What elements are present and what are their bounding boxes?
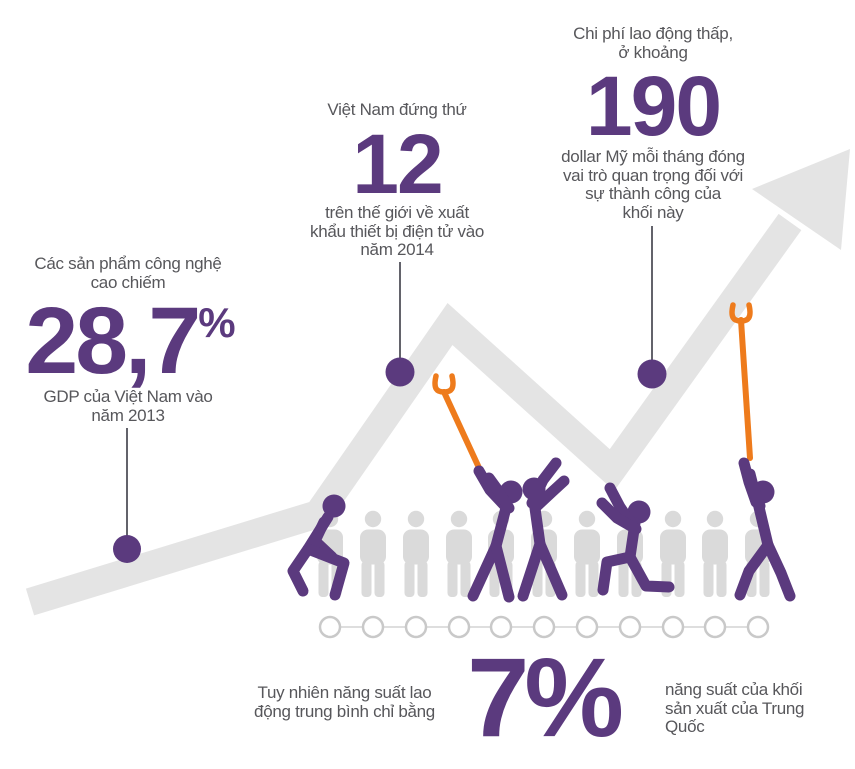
rope-hook-left xyxy=(432,373,483,473)
tech-gdp-caption: GDP của Việt Nam vào năm 2013 xyxy=(43,387,213,425)
worker-figure-crouching xyxy=(287,494,350,601)
marker-export-rank xyxy=(385,262,415,387)
worker-figure-pulling-right xyxy=(517,457,570,602)
labor-cost-caption: dollar Mỹ mỗi tháng đóng vai trò quan tr… xyxy=(561,147,745,222)
export-rank-caption: trên thế giới về xuất khẩu thiết bị điện… xyxy=(310,203,484,259)
tech-gdp-value: 28,7% xyxy=(5,294,255,389)
productivity-caption: năng suất của khối sản xuất của Trung Qu… xyxy=(665,680,805,736)
tech-gdp-percent-sign: % xyxy=(198,299,235,346)
export-rank-value: 12 xyxy=(352,117,443,211)
productivity-value: 7% xyxy=(467,635,624,760)
worker-figure-climbing xyxy=(734,457,796,602)
arrowhead-icon xyxy=(752,149,850,250)
export-rank-intro: Việt Nam đứng thứ xyxy=(327,100,467,119)
growth-arrow xyxy=(25,149,850,616)
worker-figure-kneeling xyxy=(596,482,675,596)
labor-cost-value: 190 xyxy=(585,59,722,153)
tech-gdp-number: 28,7 xyxy=(25,288,201,394)
labor-cost-intro: Chi phí lao động thấp, ở khoảng xyxy=(573,24,733,62)
worker-figure-pulling-left xyxy=(467,465,523,603)
marker-tech-gdp xyxy=(113,428,141,563)
productivity-intro: Tuy nhiên năng suất lao động trung bình … xyxy=(254,683,435,721)
tech-gdp-intro: Các sản phẩm công nghệ cao chiếm xyxy=(34,254,222,292)
marker-labor-cost xyxy=(637,226,667,389)
timeline-dots xyxy=(318,615,770,639)
rope-hook-right xyxy=(729,302,753,461)
